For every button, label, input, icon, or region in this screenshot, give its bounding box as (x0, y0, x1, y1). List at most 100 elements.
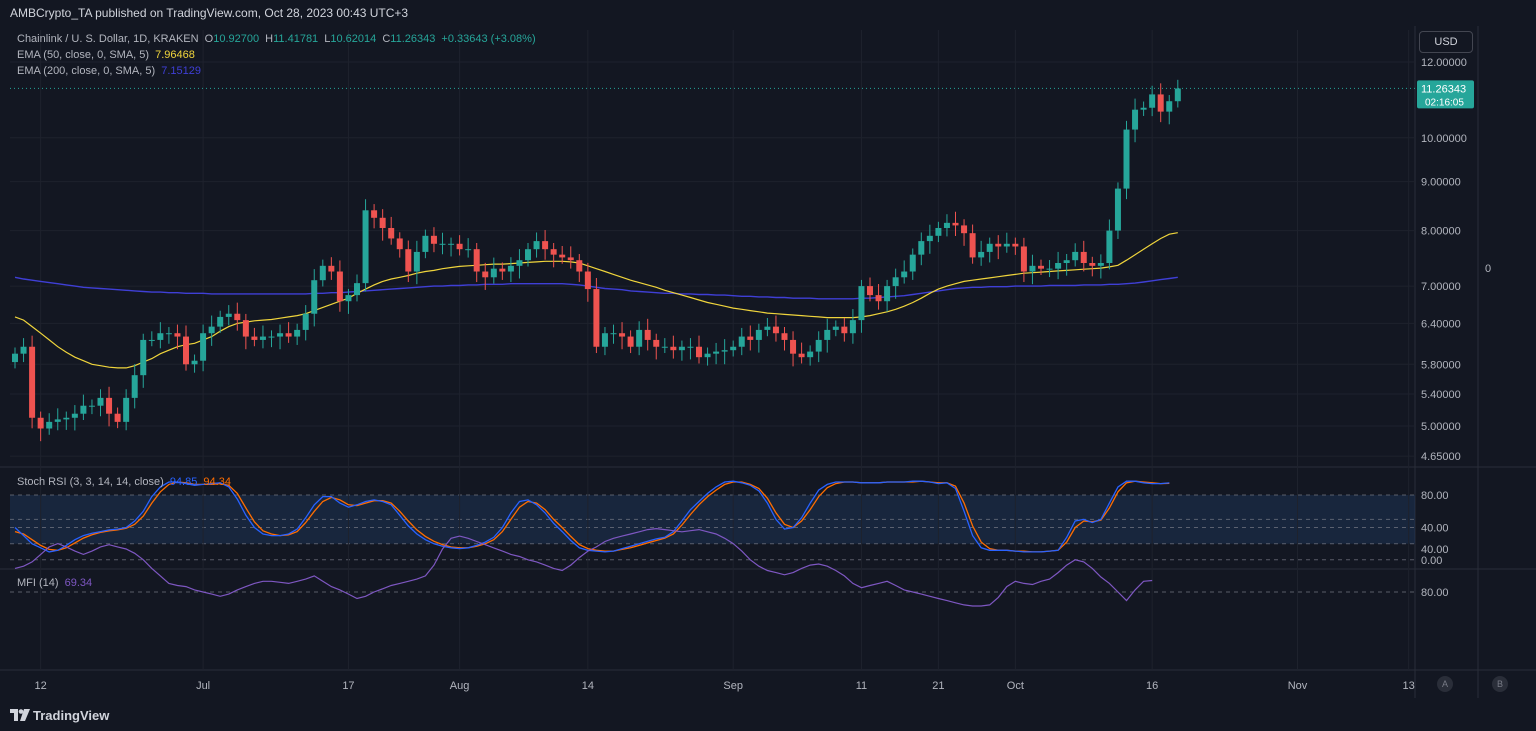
candle-body (644, 329, 651, 340)
candle-body (396, 238, 403, 250)
candle-body (1089, 262, 1096, 266)
time-tick-label: Oct (1007, 680, 1024, 692)
candle-body (131, 375, 138, 398)
stoch-k-line (14, 480, 1170, 553)
candle-body (995, 243, 1002, 247)
candle-body (798, 353, 805, 358)
mfi-line (14, 527, 1153, 607)
currency-button[interactable]: USD (1419, 31, 1473, 53)
candle-body (824, 329, 831, 340)
candle-body (157, 333, 164, 340)
right-axis-label: 0 (1485, 263, 1491, 275)
candle-body (986, 243, 993, 252)
candle-body (661, 346, 668, 348)
mfi-tick-label: 80.00 (1421, 587, 1449, 599)
mfi-tick-label: 40.00 (1421, 544, 1449, 556)
candle-body (422, 235, 429, 252)
candle-body (815, 339, 822, 352)
candle-body (251, 336, 258, 340)
candle-body (183, 336, 189, 365)
candle-body (1029, 265, 1036, 272)
symbol-title: Chainlink / U. S. Dollar, 1D, KRAKEN (17, 33, 199, 45)
candle-body (610, 333, 617, 335)
candle-body (593, 289, 600, 347)
candle-body (1123, 129, 1130, 189)
candle-body (439, 243, 446, 245)
candle-body (943, 222, 950, 228)
candle-body (738, 336, 745, 347)
price-tick-label: 4.65000 (1421, 451, 1461, 463)
chart-canvas[interactable]: 12.00000 10.00000 9.00000 8.00000 7.00000 6.4… (0, 26, 1536, 698)
candle-body (46, 421, 53, 429)
price-tick-label: 9.00000 (1421, 177, 1461, 189)
price-tick-label: 6.40000 (1421, 318, 1461, 330)
candle-body (678, 346, 685, 351)
candle-body (1106, 230, 1113, 263)
candle-body (713, 351, 720, 354)
candle-body (285, 333, 292, 337)
ema50-value: 7.96468 (155, 49, 195, 61)
candle-body (465, 249, 472, 251)
ema50-line (14, 232, 1178, 369)
candle-body (764, 326, 771, 330)
candle-body (37, 417, 44, 429)
candle-body (909, 254, 916, 272)
stoch-tick-label: 80.00 (1421, 490, 1449, 502)
candle-body (721, 350, 728, 352)
log-scale-button[interactable]: B (1492, 676, 1508, 692)
candle-body (123, 397, 130, 422)
candle-body (849, 320, 856, 334)
auto-scale-button[interactable]: A (1437, 676, 1453, 692)
candle-body (747, 336, 754, 340)
candle-body (559, 254, 566, 258)
candle-body (29, 346, 36, 418)
symbol-legend: Chainlink / U. S. Dollar, 1D, KRAKEN O10… (17, 33, 539, 45)
price-tick-label: 7.00000 (1421, 281, 1461, 293)
candle-body (1080, 251, 1087, 263)
ema50-label: EMA (50, close, 0, SMA, 5) (17, 49, 150, 61)
candle-body (1149, 94, 1156, 108)
candle-body (755, 329, 762, 340)
candle-body (311, 280, 318, 314)
candle-body (1012, 243, 1019, 247)
candle-body (516, 260, 523, 266)
close-value: 11.26343 (390, 33, 436, 45)
candle-body (1003, 243, 1010, 247)
stoch-k-value: 94.85 (169, 476, 198, 488)
ema50-legend: EMA (50, close, 0, SMA, 5) 7.96468 (17, 49, 198, 61)
time-tick-label: 17 (342, 680, 354, 692)
candle-body (165, 333, 172, 335)
candle-body (576, 260, 583, 272)
candle-body (1055, 262, 1062, 269)
time-tick-label: Sep (723, 680, 743, 692)
candle-body (88, 405, 95, 407)
candle-body (619, 333, 626, 337)
candle-body (413, 251, 420, 272)
candle-body (54, 419, 61, 422)
stoch-label: Stoch RSI (3, 3, 14, 14, close) (17, 476, 164, 488)
candle-body (884, 286, 891, 302)
candle-body (148, 339, 155, 341)
candle-body (858, 286, 865, 321)
candle-body (969, 233, 976, 258)
candle-body (379, 217, 386, 228)
candle-body (20, 346, 27, 354)
price-tick-label: 10.00000 (1421, 133, 1467, 145)
price-tick-label: 5.80000 (1421, 359, 1461, 371)
time-tick-label: 13 (1403, 680, 1415, 692)
footer (0, 698, 1536, 731)
stoch-legend: Stoch RSI (3, 3, 14, 14, close) 94.85 94… (17, 476, 234, 488)
candle-body (790, 339, 797, 354)
candle-body (328, 265, 335, 272)
time-tick-label: 12 (35, 680, 47, 692)
price-tick-label: 12.00000 (1421, 57, 1467, 69)
candle-body (653, 339, 660, 347)
low-label: L (324, 33, 331, 45)
candle-body (1132, 109, 1139, 130)
candle-body (781, 333, 788, 340)
candle-body (901, 271, 908, 278)
stoch-tick-label: 40.00 (1421, 523, 1449, 535)
candle-body (704, 353, 711, 358)
candle-body (584, 271, 591, 290)
candle-body (1097, 262, 1104, 266)
